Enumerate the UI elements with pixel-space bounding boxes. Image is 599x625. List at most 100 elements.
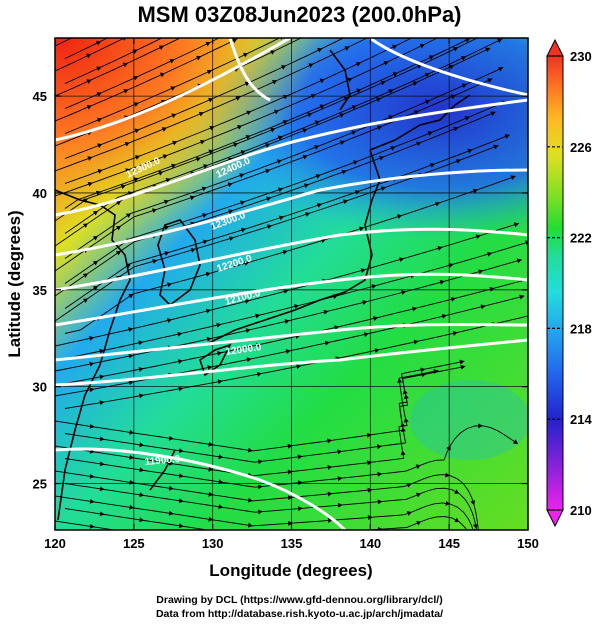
arrow-head <box>138 340 144 346</box>
contour-line <box>55 227 528 292</box>
arrow-head <box>397 378 403 383</box>
arrow-head <box>267 224 273 230</box>
arrow-head <box>297 454 303 460</box>
colorbar-bottom-triangle <box>546 509 564 528</box>
arrow-head <box>303 183 309 189</box>
arrow-head <box>377 444 382 450</box>
arrow-head <box>452 47 459 52</box>
arrow-head <box>202 213 208 218</box>
arrow-head <box>164 251 170 256</box>
arrow-head <box>315 17 320 21</box>
arrow-head <box>337 476 343 482</box>
arrow-head <box>133 75 139 81</box>
arrow-head <box>341 169 347 175</box>
arrow-head <box>189 195 195 201</box>
arrow-head <box>435 201 441 207</box>
arrow-head <box>397 214 403 220</box>
arrow-head <box>454 517 460 523</box>
arrow-head <box>406 482 412 488</box>
arrow-head <box>287 469 293 475</box>
arrow-head <box>461 83 467 89</box>
arrow-head <box>388 115 394 120</box>
arrow-head <box>519 294 525 300</box>
arrow-head <box>129 454 135 460</box>
arrow-head <box>383 61 389 66</box>
arrow-head <box>416 520 422 526</box>
arrow-head <box>448 262 454 268</box>
arrow-head <box>265 168 271 174</box>
arrow-head <box>297 506 303 512</box>
arrow-head <box>377 125 383 131</box>
arrow-head <box>278 215 285 221</box>
arrow-head <box>493 144 499 150</box>
arrow-head <box>366 432 372 438</box>
arrow-head <box>115 250 122 256</box>
arrow-head <box>167 282 173 288</box>
arrow-head <box>206 69 212 75</box>
arrow-head <box>134 155 141 160</box>
arrow-head <box>193 0 198 4</box>
arrow-head <box>504 134 510 139</box>
arrow-head <box>255 313 261 319</box>
arrow-head <box>218 554 223 559</box>
arrow-head <box>128 380 134 386</box>
arrow-head <box>473 552 478 557</box>
streamline <box>64 241 528 359</box>
arrow-head <box>470 500 476 506</box>
arrow-head <box>115 200 122 206</box>
arrow-head <box>171 113 177 119</box>
arrow-head <box>205 308 211 314</box>
arrow-head <box>272 79 278 85</box>
arrow-head <box>342 15 347 19</box>
streamline <box>64 38 413 184</box>
arrow-head <box>258 459 263 465</box>
arrow-head <box>339 113 345 118</box>
arrow-head <box>303 2 308 6</box>
arrow-head <box>450 94 456 100</box>
arrow-head <box>247 447 253 453</box>
arrow-head <box>169 536 174 541</box>
streamline <box>55 38 439 197</box>
arrow-head <box>208 441 214 447</box>
arrow-head <box>125 213 132 218</box>
arrow-head <box>416 141 422 147</box>
arrow-head <box>99 436 105 442</box>
arrow-head <box>277 6 282 10</box>
arrow-head <box>115 225 122 231</box>
arrow-head <box>400 427 406 433</box>
arrow-head <box>123 89 129 94</box>
arrow-head <box>378 155 385 161</box>
arrow-head <box>428 27 433 31</box>
arrow-head <box>168 460 174 466</box>
arrow-head <box>198 111 204 117</box>
colorbar-top-triangle <box>546 38 564 57</box>
arrow-head <box>195 156 201 162</box>
arrow-head <box>464 38 471 43</box>
arrow-head <box>489 286 495 292</box>
arrow-head <box>89 423 95 429</box>
colorbar-ticks: 230 226 222 218 214 210 <box>547 49 592 518</box>
arrow-head <box>172 140 178 146</box>
arrow-head <box>363 332 369 337</box>
arrow-head <box>353 160 359 165</box>
arrow-head <box>134 128 140 134</box>
arrow-head <box>531 313 536 318</box>
streamline <box>55 38 369 172</box>
arrow-head <box>201 186 207 192</box>
arrow-head <box>178 448 184 454</box>
colorbar-label: 226 <box>570 140 592 155</box>
arrow-head <box>437 245 443 251</box>
arrow-head <box>86 28 91 32</box>
arrow-head <box>171 163 177 169</box>
arrow-head <box>82 273 89 279</box>
arrow-head <box>475 234 481 240</box>
y-tick-label: 45 <box>33 89 47 104</box>
arrow-head <box>337 502 343 508</box>
arrow-head <box>95 40 102 46</box>
streamline <box>64 483 478 530</box>
x-tick-label: 140 <box>359 536 381 551</box>
arrow-head <box>323 309 329 315</box>
arrow-head <box>258 509 263 515</box>
arrow-head <box>204 14 209 18</box>
arrow-head <box>240 227 246 233</box>
